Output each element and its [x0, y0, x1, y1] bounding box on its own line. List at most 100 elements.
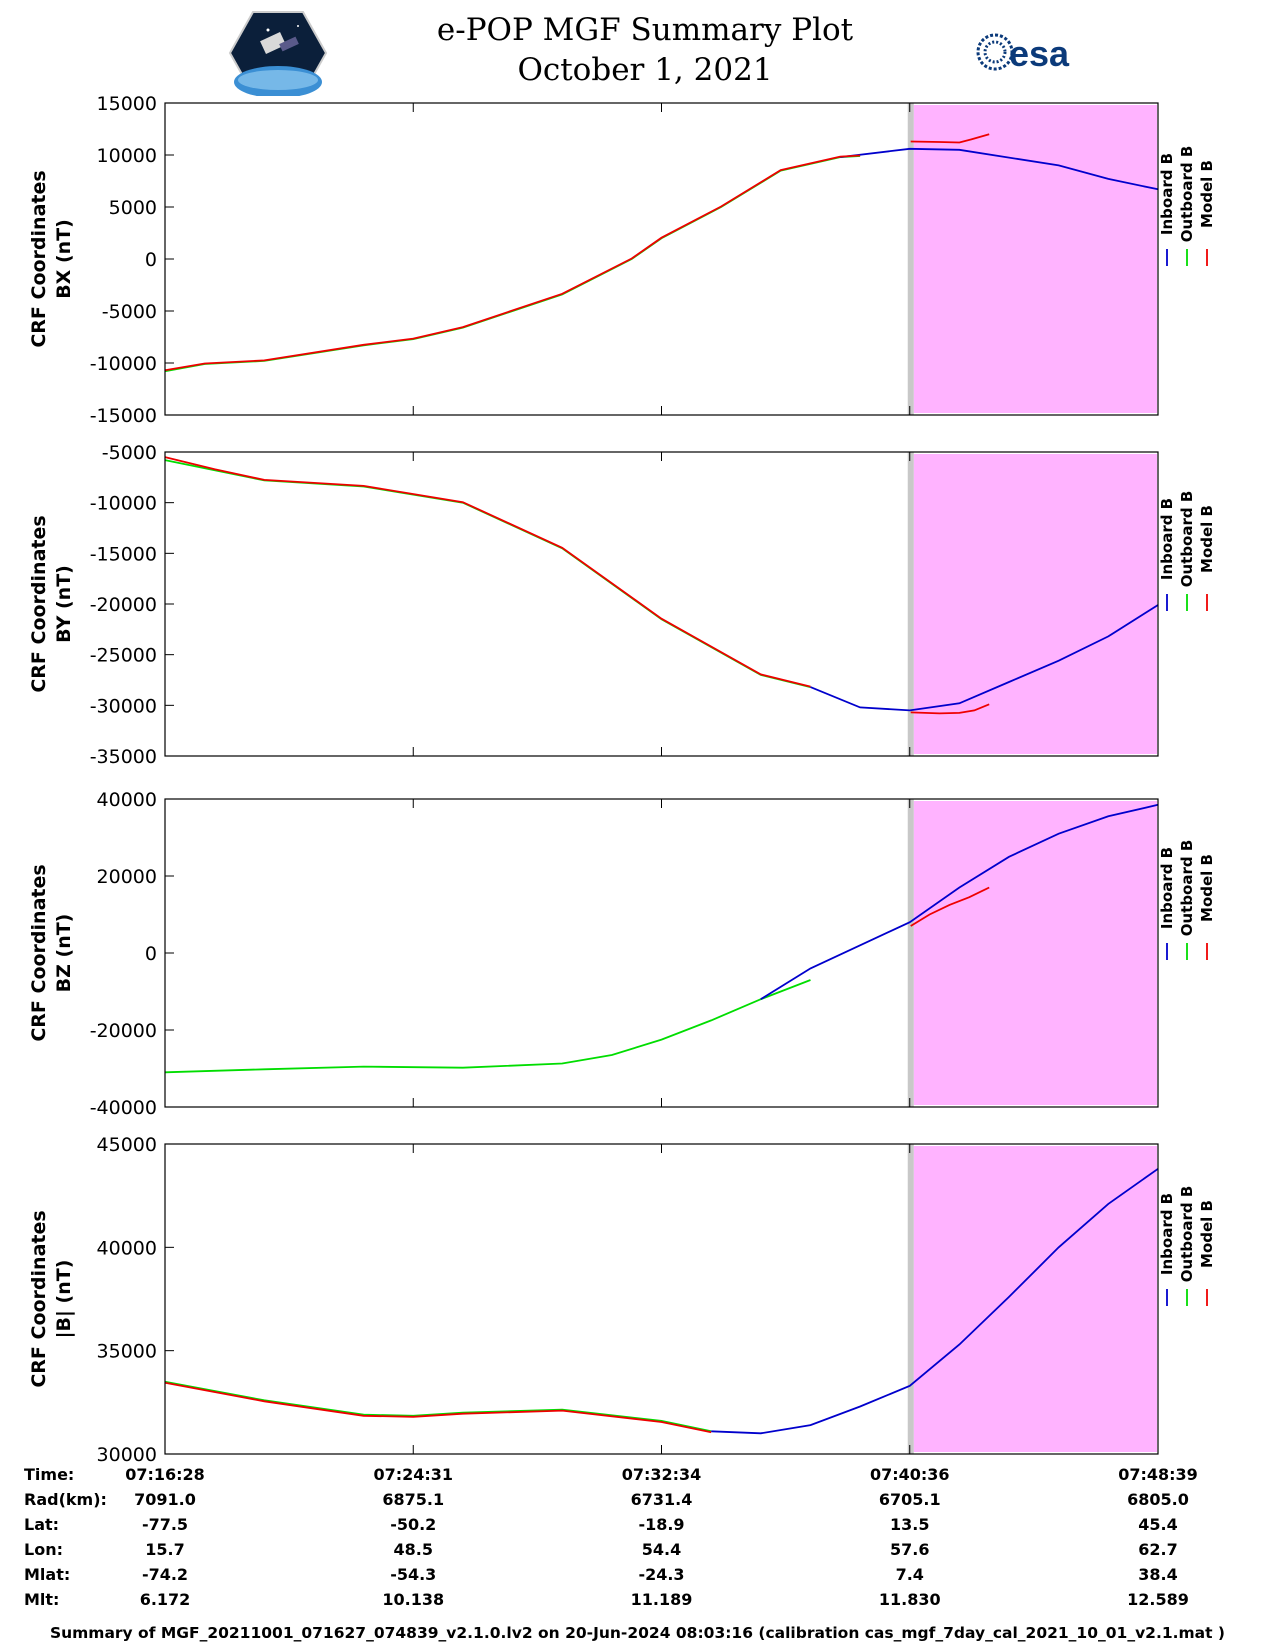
legend-label: Outboard B [1178, 840, 1196, 937]
ephemeris-value: -18.9 [638, 1515, 684, 1534]
series-outboard-b-1 [164, 155, 861, 373]
y-tick-label: -40000 [90, 1097, 157, 1119]
shaded-region [913, 105, 1157, 413]
ephemeris-row-label: Time: [24, 1465, 74, 1484]
legend-label: Outboard B [1178, 1186, 1196, 1283]
ephemeris-value: 12.589 [1127, 1590, 1189, 1609]
y-tick-label: -30000 [90, 695, 157, 717]
y-tick-label: -5000 [102, 301, 157, 323]
shaded-region [913, 454, 1157, 754]
gap-marker [907, 1144, 914, 1454]
panel-1: 15000 10000 5000 0 -5000 -10000 -15000 CRF Coor… [28, 93, 1216, 427]
ephemeris-row-label: Rad(km): [24, 1490, 107, 1509]
panel-2: -5000 -10000 -15000 -20000 -25000 -30000 -3500… [28, 442, 1216, 768]
series-outboard-b-1 [164, 979, 811, 1074]
y-axis-label: CRF Coordinates BZ (nT) [28, 864, 75, 1041]
ephemeris-value: 15.7 [145, 1540, 184, 1559]
series-inboard-b-2 [840, 147, 1159, 191]
ephemeris-row-label: Lon: [24, 1540, 63, 1559]
panel-4: 45000 40000 35000 30000 CRF Coordinates |B| (… [28, 1134, 1216, 1466]
y-tick-label: -20000 [90, 1020, 157, 1042]
series-inboard-b-2 [760, 803, 1159, 1000]
ephemeris-value: 7091.0 [134, 1490, 196, 1509]
series-outboard-b-1 [164, 1380, 712, 1433]
panel-3: 40000 20000 0 -20000 -40000 CRF Coordinates BZ… [28, 789, 1216, 1119]
ephemeris-value: 07:48:39 [1118, 1465, 1198, 1484]
footer-caption: Summary of MGF_20211001_071627_074839_v2… [49, 1624, 1226, 1642]
gap-marker [907, 452, 914, 756]
ephemeris-value: -54.3 [390, 1565, 436, 1584]
esa-logo: esa [976, 33, 1070, 74]
ephemeris-value: 07:32:34 [622, 1465, 702, 1484]
legend-label: Inboard B [1158, 498, 1176, 580]
ephemeris-value: -77.5 [142, 1515, 188, 1534]
y-axis-label: CRF Coordinates BY (nT) [28, 515, 75, 692]
legend-label: Model B [1198, 1200, 1216, 1268]
y-tick-label: 45000 [97, 1134, 157, 1156]
ephemeris-value: 11.189 [631, 1590, 693, 1609]
y-tick-label: -20000 [90, 594, 157, 616]
y-tick-label: -25000 [90, 645, 157, 667]
legend-label: Outboard B [1178, 146, 1196, 243]
ephemeris-value: 7.4 [896, 1565, 924, 1584]
ephemeris-value: -24.3 [638, 1565, 684, 1584]
series-model-b-3 [164, 154, 861, 372]
ephemeris-value: 48.5 [394, 1540, 433, 1559]
y-tick-label: -15000 [90, 543, 157, 565]
gap-marker [907, 799, 914, 1107]
y-tick-label: -10000 [90, 493, 157, 515]
ephemeris-value: 54.4 [642, 1540, 681, 1559]
series-model-b-3 [164, 1381, 712, 1434]
series-model-b-3 [910, 886, 990, 927]
plot-title: e-POP MGF Summary Plot [436, 12, 854, 48]
y-axis-label: CRF Coordinates BX (nT) [28, 170, 75, 347]
legend-label: Model B [1198, 854, 1216, 922]
y-tick-label: -10000 [90, 353, 157, 375]
ephemeris-value: 45.4 [1138, 1515, 1177, 1534]
shaded-region [913, 801, 1157, 1105]
cassiope-satellite-logo [228, 11, 328, 96]
y-tick-label: 0 [145, 943, 157, 965]
ephemeris-value: 07:40:36 [870, 1465, 950, 1484]
ephemeris-row-label: Mlt: [24, 1590, 59, 1609]
y-tick-label: 15000 [97, 93, 157, 115]
ephemeris-value: 6875.1 [382, 1490, 444, 1509]
y-tick-label: 0 [145, 249, 157, 271]
ephemeris-value: 57.6 [890, 1540, 929, 1559]
y-tick-label: -35000 [90, 746, 157, 768]
ephemeris-value: 10.138 [382, 1590, 444, 1609]
plot-date: October 1, 2021 [517, 52, 773, 88]
ephemeris-value: 62.7 [1138, 1540, 1177, 1559]
ephemeris-value: 6731.4 [631, 1490, 693, 1509]
ephemeris-value: -50.2 [390, 1515, 436, 1534]
series-model-b-3 [164, 456, 811, 688]
y-tick-label: 5000 [109, 197, 157, 219]
ephemeris-value: 6705.1 [879, 1490, 941, 1509]
legend-label: Inboard B [1158, 847, 1176, 929]
legend-label: Outboard B [1178, 491, 1196, 588]
y-tick-label: 30000 [97, 1444, 157, 1466]
shaded-region [913, 1146, 1157, 1452]
ephemeris-row-label: Lat: [24, 1515, 59, 1534]
y-tick-label: 40000 [97, 789, 157, 811]
ephemeris-value: 6805.0 [1127, 1490, 1189, 1509]
esa-logo-text: esa [1009, 33, 1070, 74]
y-tick-label: -5000 [102, 442, 157, 464]
ephemeris-row-label: Mlat: [24, 1565, 70, 1584]
series-model-b-4 [910, 133, 990, 144]
series-inboard-b-2 [810, 604, 1159, 712]
ephemeris-value: -74.2 [142, 1565, 188, 1584]
y-axis-label: CRF Coordinates |B| (nT) [28, 1210, 75, 1387]
y-tick-label: 10000 [97, 145, 157, 167]
ephemeris-value: 38.4 [1138, 1565, 1177, 1584]
series-outboard-b-1 [164, 459, 811, 688]
y-tick-label: -15000 [90, 405, 157, 427]
ephemeris-value: 07:24:31 [373, 1465, 453, 1484]
ephemeris-value: 11.830 [879, 1590, 941, 1609]
ephemeris-value: 13.5 [890, 1515, 929, 1534]
y-tick-label: 40000 [97, 1237, 157, 1259]
legend-label: Model B [1198, 505, 1216, 573]
legend-label: Inboard B [1158, 1193, 1176, 1275]
series-inboard-b-2 [711, 1168, 1159, 1435]
